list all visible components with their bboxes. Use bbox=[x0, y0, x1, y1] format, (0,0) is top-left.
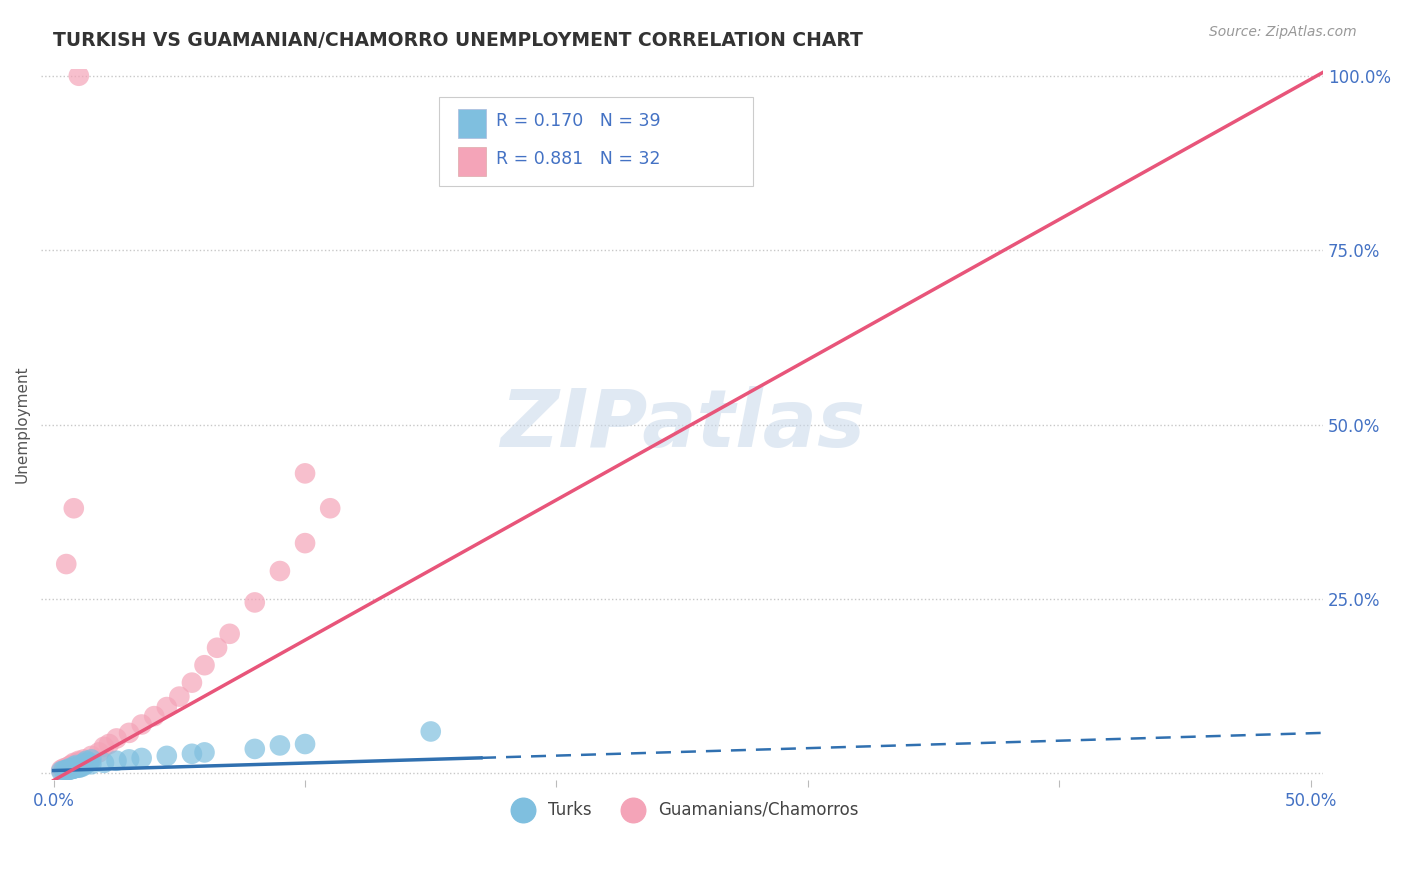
Point bbox=[87, 745, 110, 759]
Point bbox=[55, 557, 77, 571]
FancyBboxPatch shape bbox=[458, 147, 486, 176]
Point bbox=[62, 761, 84, 775]
Point bbox=[62, 756, 84, 770]
Point bbox=[73, 756, 96, 770]
Point bbox=[70, 758, 93, 772]
Point bbox=[193, 658, 215, 673]
Point bbox=[98, 737, 121, 751]
Point bbox=[243, 595, 266, 609]
Point bbox=[52, 764, 75, 778]
Point bbox=[58, 761, 80, 775]
Point bbox=[131, 751, 153, 765]
Point bbox=[75, 754, 97, 768]
Point bbox=[93, 756, 115, 770]
Text: TURKISH VS GUAMANIAN/CHAMORRO UNEMPLOYMENT CORRELATION CHART: TURKISH VS GUAMANIAN/CHAMORRO UNEMPLOYME… bbox=[53, 31, 863, 50]
Point bbox=[193, 745, 215, 759]
Point bbox=[118, 752, 141, 766]
Point bbox=[181, 747, 204, 761]
Point bbox=[58, 763, 80, 777]
Point bbox=[52, 761, 75, 775]
Point bbox=[218, 627, 240, 641]
Legend: Turks, Guamanians/Chamorros: Turks, Guamanians/Chamorros bbox=[499, 794, 865, 825]
Point bbox=[67, 755, 90, 769]
Point bbox=[55, 764, 77, 778]
Text: ZIPatlas: ZIPatlas bbox=[499, 385, 865, 464]
Point bbox=[319, 501, 342, 516]
Point bbox=[169, 690, 191, 704]
Point bbox=[73, 752, 96, 766]
Point bbox=[58, 759, 80, 773]
Point bbox=[65, 761, 87, 775]
Point bbox=[62, 761, 84, 775]
Point bbox=[156, 748, 179, 763]
Point bbox=[105, 731, 128, 746]
Point bbox=[70, 760, 93, 774]
Point bbox=[67, 760, 90, 774]
Point bbox=[62, 761, 84, 775]
Point bbox=[75, 756, 97, 771]
Point bbox=[243, 742, 266, 756]
Point bbox=[269, 739, 291, 753]
Point bbox=[419, 724, 441, 739]
Point bbox=[60, 762, 83, 776]
Point bbox=[60, 758, 83, 772]
Point bbox=[77, 755, 100, 769]
Point bbox=[131, 717, 153, 731]
Point bbox=[51, 764, 73, 779]
Point bbox=[294, 737, 316, 751]
Point bbox=[51, 763, 73, 777]
Point bbox=[67, 754, 90, 768]
Point bbox=[67, 761, 90, 775]
Point bbox=[294, 536, 316, 550]
Point bbox=[143, 709, 166, 723]
Point bbox=[67, 759, 90, 773]
Point bbox=[55, 761, 77, 775]
Point bbox=[294, 467, 316, 481]
Point bbox=[80, 748, 103, 763]
Point bbox=[156, 700, 179, 714]
Point bbox=[73, 758, 96, 772]
Point bbox=[65, 758, 87, 772]
Text: Source: ZipAtlas.com: Source: ZipAtlas.com bbox=[1209, 25, 1357, 39]
Point bbox=[62, 759, 84, 773]
Point bbox=[181, 675, 204, 690]
Point bbox=[67, 69, 90, 83]
Point bbox=[105, 754, 128, 768]
Point bbox=[62, 501, 84, 516]
Point bbox=[65, 756, 87, 771]
FancyBboxPatch shape bbox=[458, 110, 486, 137]
Point bbox=[80, 757, 103, 772]
Point bbox=[80, 752, 103, 766]
Point bbox=[58, 763, 80, 777]
Point bbox=[55, 763, 77, 777]
Point bbox=[118, 726, 141, 740]
Point bbox=[67, 760, 90, 774]
Point bbox=[269, 564, 291, 578]
Text: R = 0.881   N = 32: R = 0.881 N = 32 bbox=[496, 150, 661, 169]
Point bbox=[60, 762, 83, 776]
FancyBboxPatch shape bbox=[439, 97, 752, 186]
Point bbox=[93, 739, 115, 754]
Point bbox=[205, 640, 228, 655]
Y-axis label: Unemployment: Unemployment bbox=[15, 366, 30, 483]
Text: R = 0.170   N = 39: R = 0.170 N = 39 bbox=[496, 112, 661, 129]
